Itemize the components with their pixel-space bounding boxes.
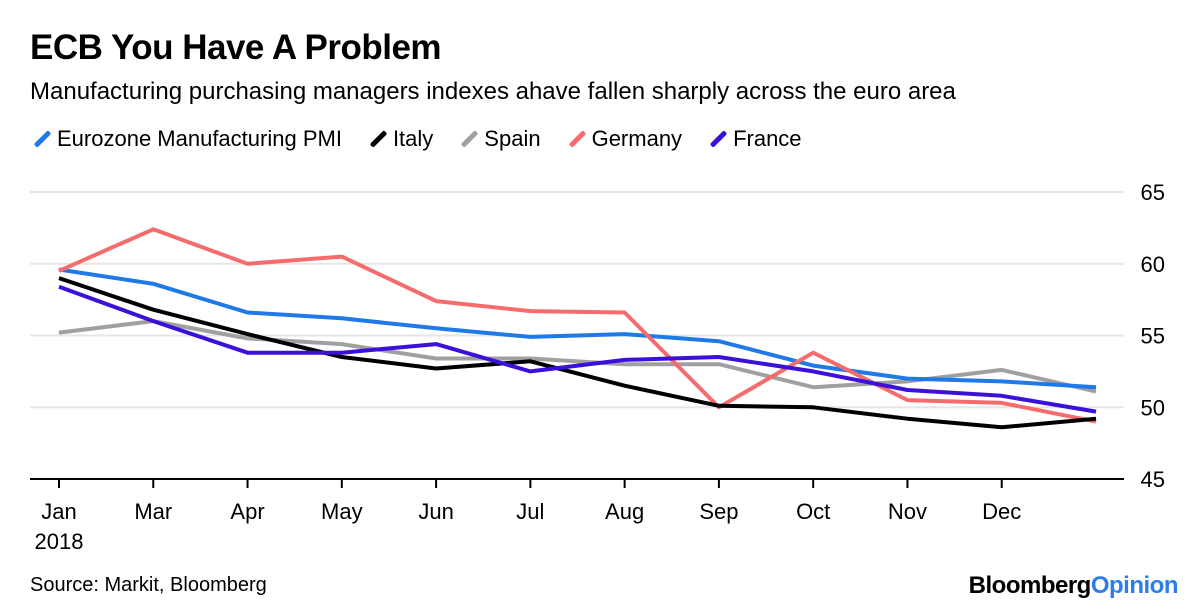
x-tick-label-dec: Dec: [982, 499, 1021, 524]
x-tick-label-sep: Sep: [699, 499, 738, 524]
legend-item-eurozone: Eurozone Manufacturing PMI: [33, 126, 342, 152]
series-line-france: [58, 284, 1097, 414]
x-tick-label-aug: Aug: [605, 499, 644, 524]
x-tick-label-jul: Jul: [516, 499, 544, 524]
source-note: Source: Markit, Bloomberg: [30, 574, 267, 596]
legend-item-spain: Spain: [460, 126, 541, 152]
logo-main: Bloomberg: [968, 572, 1092, 599]
x-tick-label-apr: Apr: [230, 499, 264, 524]
series-line-germany: [58, 227, 1097, 424]
x-tick-label-nov: Nov: [888, 499, 927, 524]
legend-label-eurozone: Eurozone Manufacturing PMI: [57, 126, 342, 151]
legend-label-spain: Spain: [484, 126, 541, 151]
series-line-eurozone-manufacturing-pmi: [58, 267, 1097, 390]
x-tick-label-mar: Mar: [134, 499, 172, 524]
x-tick-label-oct: Oct: [796, 499, 830, 524]
x-tick-label-jan: Jan: [41, 499, 76, 524]
chart-legend: Eurozone Manufacturing PMI Italy Spain G…: [33, 126, 836, 152]
legend-label-france: France: [733, 126, 802, 151]
y-tick-label-65: 65: [1141, 180, 1165, 205]
y-tick-label-50: 50: [1141, 395, 1165, 420]
bloomberg-opinion-logo: BloombergOpinion: [968, 572, 1179, 600]
legend-label-germany: Germany: [591, 126, 683, 151]
chart-title: ECB You Have A Problem: [30, 28, 442, 67]
x-tick-label-jun: Jun: [418, 499, 453, 524]
legend-item-france: France: [709, 126, 802, 152]
series-line-italy: [58, 276, 1097, 430]
x-tick-label-may: May: [321, 499, 363, 524]
y-tick-label-60: 60: [1141, 252, 1165, 277]
legend-item-italy: Italy: [369, 126, 434, 152]
legend-item-germany: Germany: [568, 126, 683, 152]
chart-subtitle: Manufacturing purchasing managers indexe…: [30, 78, 956, 105]
y-tick-label-45: 45: [1141, 467, 1165, 492]
x-tick-sublabel-year: 2018: [35, 529, 84, 554]
logo-accent: Opinion: [1090, 572, 1179, 599]
y-tick-label-55: 55: [1141, 324, 1165, 349]
legend-label-italy: Italy: [392, 126, 434, 151]
